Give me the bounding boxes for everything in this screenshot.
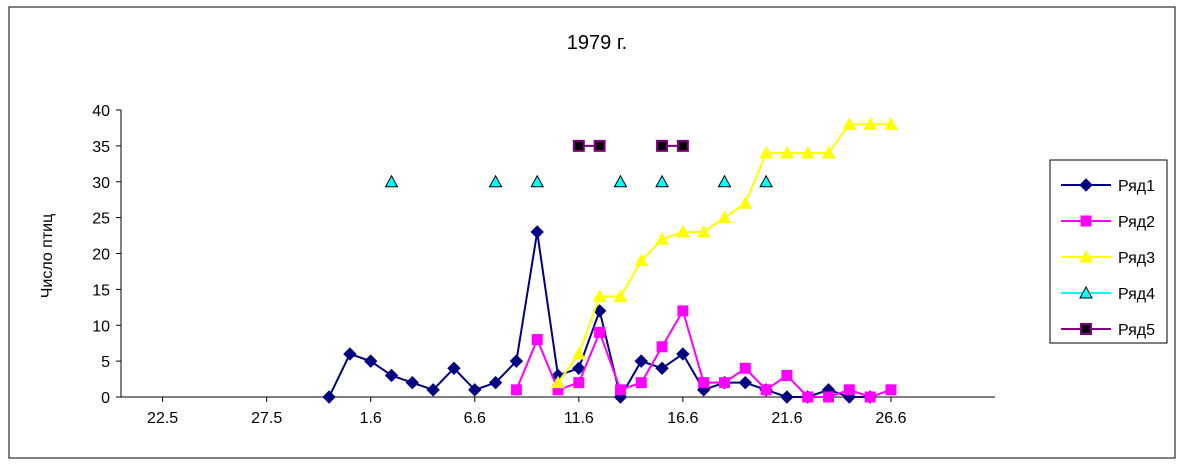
- series-3-point: [759, 146, 773, 159]
- x-tick-label: 6.6: [464, 410, 486, 427]
- series-2-point: [843, 384, 855, 396]
- series-2-point: [760, 384, 772, 396]
- series-4-point: [530, 174, 545, 188]
- series-4-point: [717, 174, 732, 188]
- y-tick-label: 5: [101, 354, 110, 371]
- series-3-point: [634, 253, 649, 267]
- legend-label: Ряд5: [1118, 322, 1155, 339]
- series-2-point: [802, 391, 814, 403]
- y-tick-label: 25: [92, 211, 110, 228]
- series-1-point: [509, 354, 524, 368]
- chart-frame: [8, 6, 1176, 459]
- series-1-point: [655, 361, 669, 376]
- y-tick-label: 15: [92, 282, 110, 299]
- y-tick-label: 35: [92, 139, 110, 156]
- x-tick-label: 1.6: [360, 410, 382, 427]
- series-4-point: [384, 174, 399, 188]
- series-1-point: [530, 225, 544, 239]
- series-1-point: [364, 354, 378, 368]
- series-2-point: [677, 305, 689, 317]
- series-1-point: [488, 375, 503, 390]
- legend-label: Ряд4: [1118, 286, 1155, 303]
- legend-swatch-marker: [1079, 178, 1093, 192]
- plot-layer: 0 5 10 15 20 25 30 35 40 22.5 27.5 1.6 6.6 11.6 16.6 21…: [92, 103, 995, 427]
- series-1-point: [384, 368, 399, 383]
- series-2-point: [531, 334, 543, 346]
- series-3-point: [655, 232, 669, 245]
- series-2-point: [885, 384, 897, 396]
- series-3-point: [717, 210, 732, 224]
- legend: Ряд1 Ряд2 Ряд3 Ряд4 Ряд5: [1049, 159, 1168, 344]
- series-3-point: [592, 289, 607, 303]
- x-tick-label: 11.6: [564, 410, 594, 427]
- legend-label: Ряд1: [1118, 178, 1155, 195]
- series-4-point: [488, 174, 503, 188]
- series-3-point: [780, 146, 794, 159]
- series-3-point: [800, 146, 815, 159]
- series-3-point: [676, 224, 690, 238]
- y-tick-label: 40: [92, 103, 110, 120]
- series-3-point: [863, 117, 877, 130]
- series-5-point: [656, 139, 669, 152]
- y-axis-label: Число птиц: [39, 214, 56, 299]
- series-1-point: [572, 361, 586, 376]
- x-tick-label: 27.5: [251, 410, 282, 427]
- series-3-point: [571, 346, 586, 360]
- series-2-point: [635, 377, 647, 389]
- series-2-point: [594, 326, 606, 338]
- x-tick-label: 26.6: [875, 410, 906, 427]
- legend-swatch-marker: [1080, 323, 1092, 335]
- series-2-point: [739, 362, 751, 374]
- series-1-point: [447, 361, 461, 376]
- series-2-point: [573, 377, 585, 389]
- legend-swatch-marker: [1079, 285, 1093, 299]
- series-1-point: [738, 375, 752, 390]
- series-3-point: [821, 146, 836, 159]
- y-tick-label: 10: [92, 318, 110, 335]
- chart-title: 1979 г.: [567, 32, 627, 54]
- series-5-point: [676, 139, 689, 152]
- x-tick-label: 22.5: [147, 410, 178, 427]
- series-1-point: [322, 390, 336, 404]
- series-1-point: [426, 383, 440, 397]
- series-2-point: [781, 369, 793, 381]
- series-1-point: [405, 375, 420, 390]
- series-3-point: [613, 289, 628, 303]
- series-2-point: [698, 377, 710, 389]
- series-1-point: [343, 347, 357, 361]
- x-tick-label: 21.6: [771, 410, 802, 427]
- legend-swatch-marker: [1079, 249, 1093, 263]
- series-3-point: [884, 117, 898, 130]
- series-2-point: [510, 384, 522, 396]
- legend-swatch-marker: [1080, 215, 1092, 227]
- series-1-point: [780, 390, 794, 404]
- legend-label: Ряд3: [1118, 250, 1155, 267]
- x-tick-label: 16.6: [667, 410, 698, 427]
- series-5-point: [572, 139, 585, 152]
- legend-box: [1049, 159, 1168, 344]
- y-tick-label: 20: [92, 247, 110, 264]
- series-3-point: [696, 224, 711, 238]
- series-3-point: [738, 196, 753, 209]
- series-3-point: [842, 117, 857, 130]
- series-4-point: [613, 174, 628, 188]
- series-4-point: [759, 174, 773, 188]
- series-5-point: [593, 139, 606, 152]
- y-tick-label: 0: [101, 390, 110, 407]
- series-2-point: [656, 341, 668, 353]
- series-2-point: [614, 384, 626, 396]
- y-tick-label: 30: [92, 175, 110, 192]
- series-1-point: [634, 354, 648, 368]
- series-2-point: [823, 391, 835, 403]
- series-4-point: [655, 174, 669, 188]
- legend-label: Ряд2: [1118, 214, 1155, 231]
- series-2-point: [718, 377, 730, 389]
- series-2-point: [864, 391, 876, 403]
- series-3-point: [551, 375, 565, 389]
- series-1-point: [676, 347, 690, 361]
- series-1-point: [468, 383, 482, 397]
